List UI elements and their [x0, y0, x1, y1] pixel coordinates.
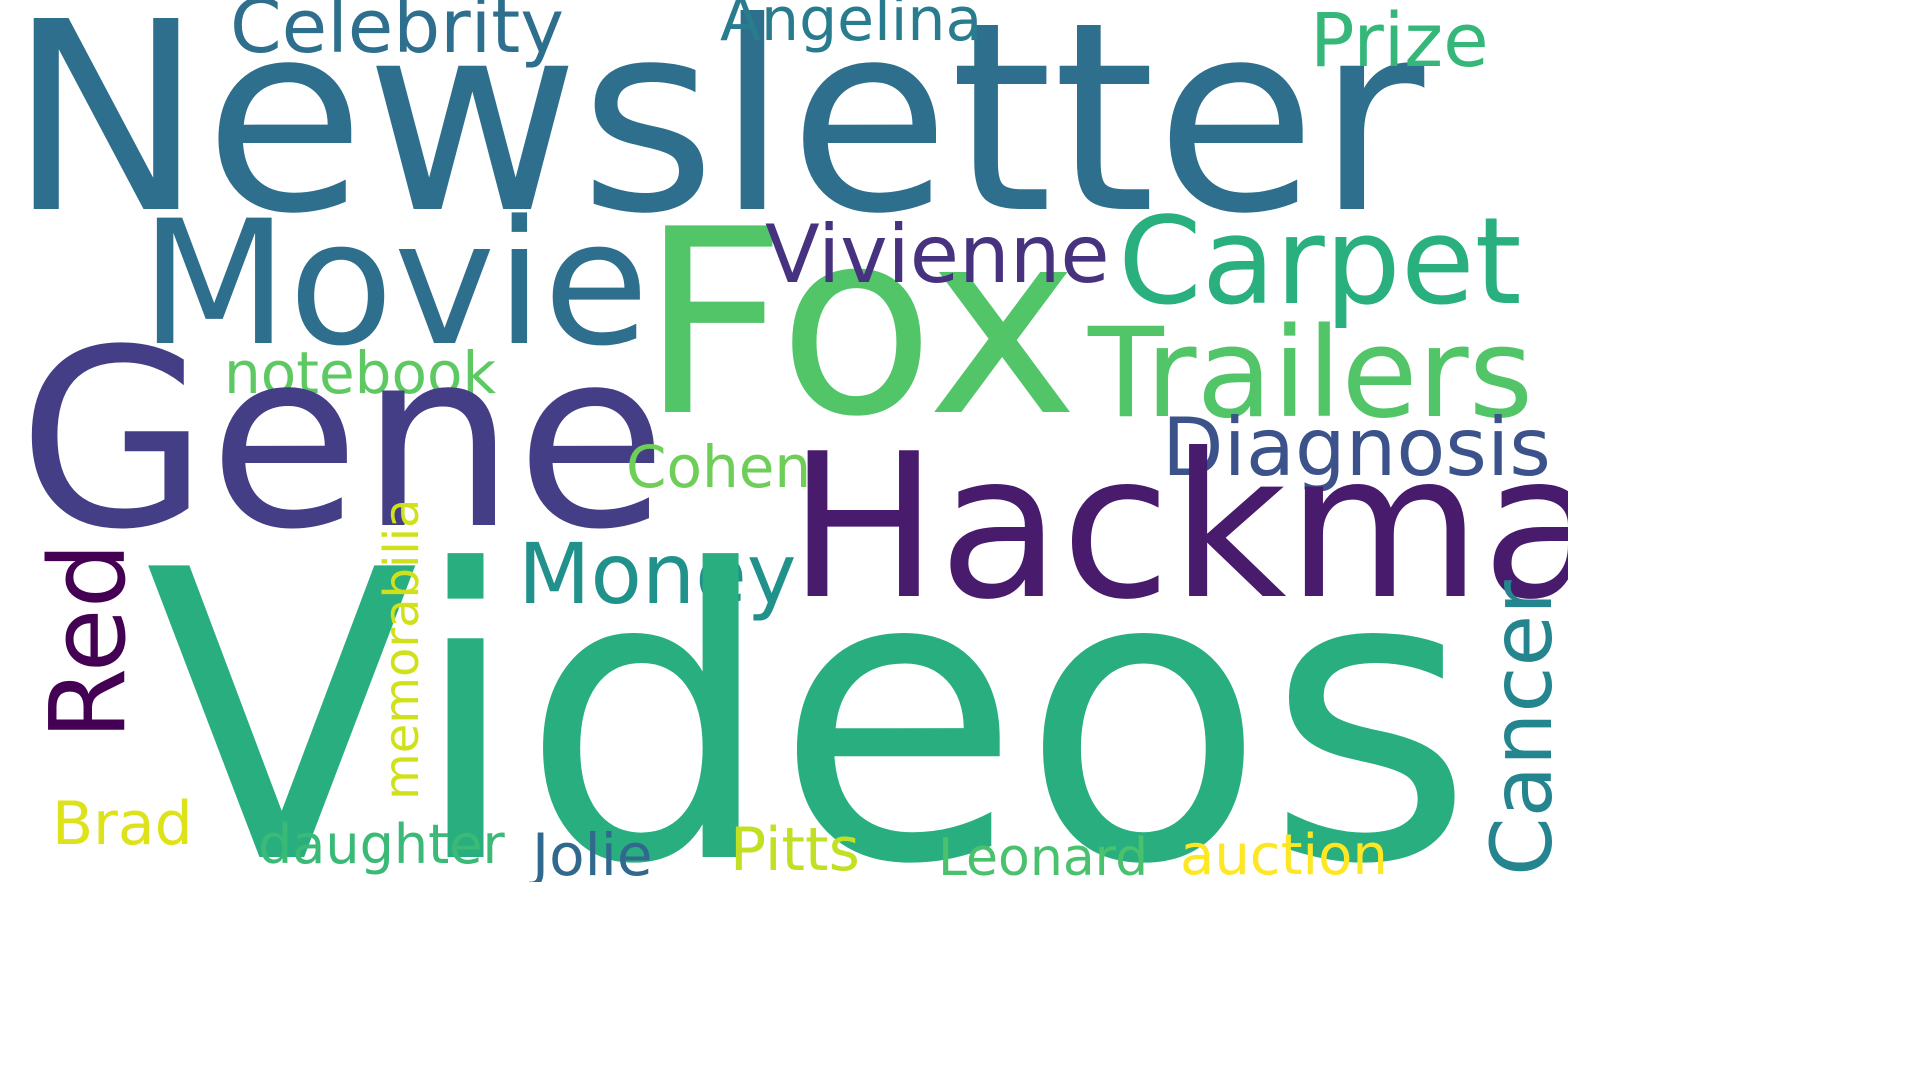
word-cohen: Cohen: [626, 433, 812, 501]
word-angelina: Angelina: [720, 0, 983, 55]
word-pitts: Pitts: [730, 815, 860, 882]
word-leonard: Leonard: [938, 828, 1149, 882]
word-cancer: Cancer: [1473, 580, 1568, 876]
word-gene: Gene: [18, 298, 668, 584]
word-auction: auction: [1180, 823, 1388, 883]
word-daughter: daughter: [258, 813, 505, 876]
word-movie: Movie: [140, 183, 650, 384]
word-prize: Prize: [1310, 0, 1489, 84]
word-money: Money: [518, 525, 797, 623]
word-carpet: Carpet: [1118, 193, 1522, 332]
word-diagnosis: Diagnosis: [1162, 401, 1551, 494]
word-red: Red: [27, 542, 149, 740]
word-hackman: Hackman: [788, 411, 1568, 644]
word-videos: Videos: [145, 487, 1475, 883]
word-fox: Fox: [640, 175, 1079, 473]
word-notebook: notebook: [224, 339, 497, 407]
word-jolie: Jolie: [532, 821, 653, 882]
word-vivienne: Vivienne: [765, 208, 1110, 301]
word-celebrity: Celebrity: [230, 0, 565, 70]
word-brad: Brad: [52, 789, 193, 859]
word-newsletter: Newsletter: [8, 0, 1425, 271]
word-cloud: Newsletter Celebrity Angelina Prize Movi…: [8, 0, 1568, 883]
word-memorabilia: memorabilia: [374, 498, 430, 800]
word-trailers: Trailers: [1088, 302, 1534, 446]
